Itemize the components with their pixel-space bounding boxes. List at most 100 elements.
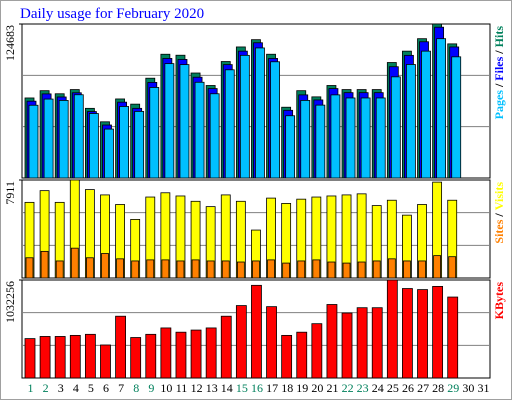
bar (251, 284, 262, 379)
bar (421, 50, 431, 179)
bar (360, 97, 371, 179)
bar (312, 259, 321, 279)
x-tick-label: 17 (266, 381, 278, 395)
bar (282, 262, 291, 279)
x-tick-label: 29 (447, 381, 459, 395)
bar (73, 94, 84, 179)
bar (433, 255, 442, 279)
bar (403, 260, 411, 279)
bar (205, 327, 217, 379)
bar (176, 260, 185, 279)
bar (28, 104, 39, 179)
x-tick-label: 31 (477, 381, 489, 395)
bar (311, 323, 323, 379)
bar (390, 76, 401, 179)
bar (330, 94, 341, 179)
legend: KBytes (492, 282, 506, 320)
x-tick-label: 24 (372, 381, 384, 395)
x-tick-label: 12 (191, 381, 203, 395)
bar (220, 315, 232, 379)
bar (149, 87, 160, 179)
bar (115, 315, 126, 379)
x-tick-label: 9 (148, 381, 154, 395)
bar (406, 64, 416, 179)
bar (116, 258, 124, 279)
bar (375, 97, 386, 179)
bar (100, 344, 111, 379)
bar (221, 260, 230, 279)
bar (281, 334, 293, 379)
bar (88, 113, 99, 179)
legend-entry: Hits (492, 26, 506, 48)
x-tick-label: 5 (88, 381, 94, 395)
x-tick-label: 30 (462, 381, 474, 395)
bar (342, 262, 351, 279)
bar (356, 307, 368, 379)
bar (296, 331, 308, 379)
bar (85, 257, 94, 279)
legend-separator: / (492, 213, 506, 218)
bar (160, 327, 172, 379)
x-tick-label: 26 (402, 381, 414, 395)
bar (372, 260, 381, 279)
legend-separator: / (492, 83, 506, 88)
bar (209, 93, 220, 179)
bar (164, 63, 175, 179)
bar (39, 336, 51, 379)
x-tick-label: 2 (43, 381, 49, 395)
x-tick-label: 25 (387, 381, 399, 395)
legend: Pages/Files/Hits (492, 26, 506, 120)
x-tick-label: 11 (176, 381, 188, 395)
bar (402, 288, 413, 379)
legend-entry: Pages (492, 90, 506, 120)
bar (104, 128, 114, 179)
x-tick-label: 3 (58, 381, 64, 395)
bar (387, 258, 396, 279)
bar (236, 261, 245, 279)
bar (43, 98, 54, 179)
bar (101, 253, 109, 279)
bar (145, 333, 157, 379)
y-tick-label: 7911 (3, 181, 17, 205)
bar (341, 312, 353, 379)
y-tick-label: 124683 (3, 25, 17, 61)
x-tick-label: 15 (236, 381, 248, 395)
bar (386, 279, 398, 379)
x-tick-label: 27 (417, 381, 429, 395)
x-tick-label: 16 (251, 381, 263, 395)
bar (24, 338, 36, 379)
x-tick-label: 21 (326, 381, 338, 395)
bar (84, 333, 96, 379)
bar (451, 56, 462, 179)
bar (40, 250, 49, 279)
bar (432, 285, 444, 379)
legend-entry: KBytes (492, 282, 506, 320)
bar (55, 260, 64, 279)
bar (327, 261, 336, 279)
y-tick-label: 1032256 (3, 281, 17, 323)
legend: Sites/ Visits (492, 182, 506, 244)
bar (131, 260, 140, 279)
x-tick-label: 19 (296, 381, 308, 395)
x-tick-label: 1 (28, 381, 34, 395)
bar (357, 261, 366, 279)
bar (206, 260, 215, 279)
bar (239, 54, 250, 179)
x-tick-label: 14 (221, 381, 233, 395)
chart-title: Daily usage for February 2020 (20, 6, 204, 22)
bar (70, 247, 79, 279)
bar (417, 289, 428, 379)
bar (224, 69, 235, 179)
x-tick-label: 10 (160, 381, 172, 395)
x-tick-label: 18 (281, 381, 293, 395)
x-tick-label: 28 (432, 381, 444, 395)
bar (191, 259, 200, 279)
x-tick-label: 13 (206, 381, 218, 395)
bar (267, 259, 275, 279)
bar (326, 304, 338, 379)
bar (285, 115, 296, 179)
bar (190, 329, 202, 379)
bar (436, 38, 447, 179)
bar (134, 111, 145, 179)
x-tick-label: 8 (133, 381, 139, 395)
